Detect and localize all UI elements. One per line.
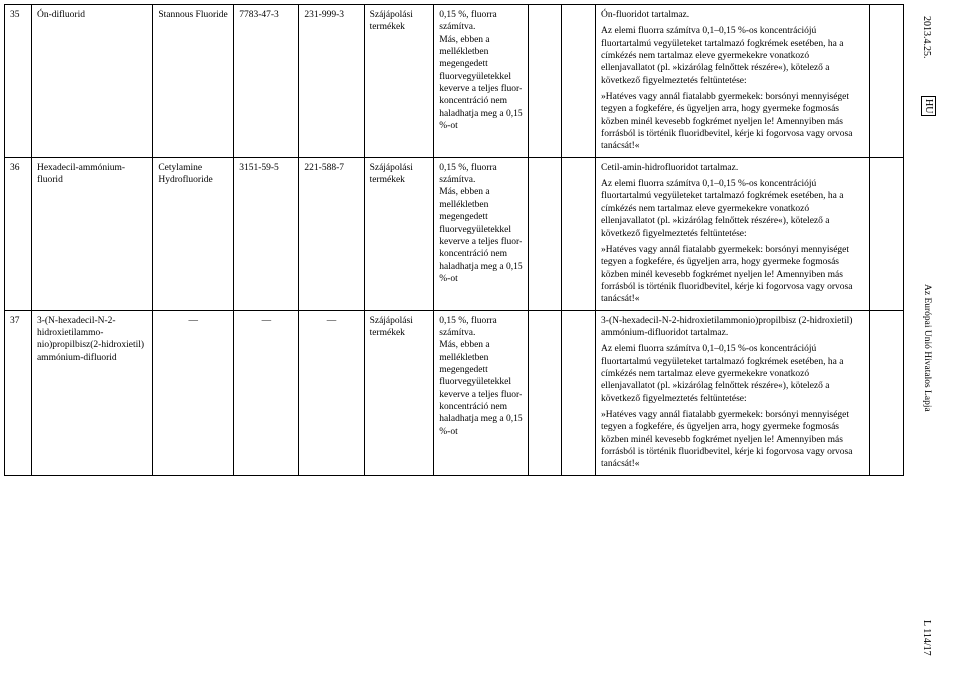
- side-date: 2013.4.25.: [921, 16, 932, 59]
- regulation-table: 35 Ón-difluorid Stannous Fluo­ride 7783-…: [4, 4, 904, 476]
- side-journal: Az Európai Unió Hivatalos Lapja: [922, 284, 932, 412]
- cell-blank: [562, 5, 596, 158]
- side-page: L 114/17: [921, 620, 932, 656]
- cell-num: 35: [5, 5, 32, 158]
- cell-flag: [870, 157, 904, 310]
- cell-blank: [528, 310, 562, 475]
- cell-name: 3-(N-hexadecil-N-2-hidroxietilammo­nio)p…: [31, 310, 152, 475]
- warning-quote: »Hatéves vagy annál fiatalabb gyermekek:…: [601, 409, 864, 471]
- warning-body: Az elemi fluorra számítva 0,1–0,15 %-os …: [601, 25, 864, 87]
- cell-type: Szájápolási termékek: [364, 157, 434, 310]
- warning-body: Az elemi fluorra számítva 0,1–0,15 %-os …: [601, 178, 864, 240]
- side-hu-box: HU: [921, 96, 936, 116]
- cell-concentration: 0,15 %, fluorra számítva. Más, ebben a m…: [434, 5, 528, 158]
- cell-warning: Cetil-amin-hidrofluoridot tartalmaz. Az …: [596, 157, 870, 310]
- cell-ec: 231-999-3: [299, 5, 364, 158]
- warning-title: Cetil-amin-hidrofluoridot tartalmaz.: [601, 162, 864, 174]
- cell-flag: [870, 310, 904, 475]
- warning-quote: »Hatéves vagy annál fiatalabb gyermekek:…: [601, 91, 864, 153]
- table-row: 36 Hexadecil-ammónium-fluorid Cetylamine…: [5, 157, 904, 310]
- cell-warning: Ón-fluoridot tartalmaz. Az elemi fluorra…: [596, 5, 870, 158]
- table-row: 35 Ón-difluorid Stannous Fluo­ride 7783-…: [5, 5, 904, 158]
- cell-type: Szájápolási termékek: [364, 310, 434, 475]
- warning-title: 3-(N-hexadecil-N-2-hidroxietilammo­nio)p…: [601, 315, 864, 340]
- cell-num: 36: [5, 157, 32, 310]
- cell-flag: [870, 5, 904, 158]
- cell-blank: [562, 310, 596, 475]
- cell-concentration: 0,15 %, fluorra számítva. Más, ebben a m…: [434, 310, 528, 475]
- cell-cas: 3151-59-5: [234, 157, 299, 310]
- warning-quote: »Hatéves vagy annál fiatalabb gyermekek:…: [601, 244, 864, 306]
- cell-num: 37: [5, 310, 32, 475]
- warning-body: Az elemi fluorra számítva 0,1–0,15 %-os …: [601, 343, 864, 405]
- cell-ec: 221-588-7: [299, 157, 364, 310]
- cell-blank: [562, 157, 596, 310]
- warning-title: Ón-fluoridot tartalmaz.: [601, 9, 864, 21]
- cell-synonym: Stannous Fluo­ride: [153, 5, 234, 158]
- cell-blank: [528, 157, 562, 310]
- cell-concentration: 0,15 %, fluorra számítva. Más, ebben a m…: [434, 157, 528, 310]
- cell-cas: 7783-47-3: [234, 5, 299, 158]
- cell-blank: [528, 5, 562, 158]
- cell-name: Ón-difluorid: [31, 5, 152, 158]
- cell-synonym: —: [153, 310, 234, 475]
- table-row: 37 3-(N-hexadecil-N-2-hidroxietilammo­ni…: [5, 310, 904, 475]
- cell-synonym: Cetylamine Hydrofluoride: [153, 157, 234, 310]
- cell-ec: —: [299, 310, 364, 475]
- cell-type: Szájápolási termékek: [364, 5, 434, 158]
- side-margin: 2013.4.25. HU Az Európai Unió Hivatalos …: [910, 0, 954, 688]
- cell-cas: —: [234, 310, 299, 475]
- cell-name: Hexadecil-ammónium-fluorid: [31, 157, 152, 310]
- cell-warning: 3-(N-hexadecil-N-2-hidroxietilammo­nio)p…: [596, 310, 870, 475]
